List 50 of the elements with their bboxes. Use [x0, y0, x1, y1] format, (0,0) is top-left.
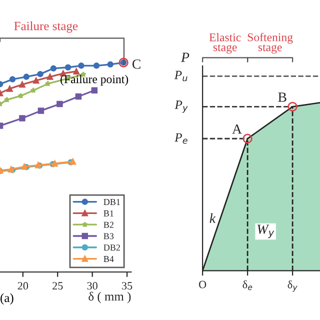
point	[46, 74, 54, 80]
text: P$_{y}$	[174, 100, 188, 113]
point	[75, 93, 82, 100]
y-axis-title: P	[180, 52, 190, 62]
annotation: W$_{y}$	[258, 224, 274, 238]
x-axis-title: δ ( mm )	[88, 292, 131, 304]
point	[56, 100, 63, 108]
point	[38, 108, 44, 114]
point	[50, 65, 57, 72]
text: P$_{u}$	[174, 70, 188, 82]
x-tick-label: δ$_{y}$	[288, 280, 298, 292]
legend-label: B3	[104, 233, 114, 240]
legend-label: DB1	[104, 198, 120, 205]
point	[18, 92, 24, 99]
x-tick-label: 25	[52, 282, 63, 290]
text: Failure stage	[14, 21, 78, 33]
point	[64, 64, 72, 70]
point	[73, 68, 80, 74]
annotation: A	[232, 124, 242, 134]
point	[19, 115, 26, 122]
point	[32, 77, 40, 84]
legend-label: DB2	[104, 244, 120, 251]
point	[4, 96, 10, 102]
point	[91, 87, 98, 94]
text: P$_{e}$	[174, 133, 188, 144]
annotation: k	[210, 213, 216, 223]
text: Elastic stage	[209, 33, 241, 54]
x-tick-label: 35	[122, 282, 132, 290]
legend-label: B4	[104, 256, 114, 262]
legend-label: B2	[104, 222, 114, 228]
text: (a)	[0, 293, 14, 305]
legend-label: B1	[104, 210, 114, 216]
point	[93, 62, 100, 69]
x-tick-label: δ$_{e}$	[242, 280, 252, 290]
point	[70, 158, 76, 165]
x-tick-label: O	[199, 280, 206, 288]
point	[23, 74, 30, 80]
annotation: C	[132, 59, 140, 69]
point	[37, 70, 44, 78]
point	[9, 76, 16, 82]
point	[78, 62, 84, 69]
text: Softening stage	[248, 32, 293, 54]
annotation: (Failure point)	[60, 74, 128, 86]
point	[44, 80, 51, 86]
x-tick-label: 30	[87, 282, 98, 290]
point	[30, 87, 36, 94]
point	[107, 61, 114, 68]
annotation: B	[278, 92, 286, 102]
point	[19, 81, 26, 88]
x-tick-label: 20	[18, 282, 28, 290]
